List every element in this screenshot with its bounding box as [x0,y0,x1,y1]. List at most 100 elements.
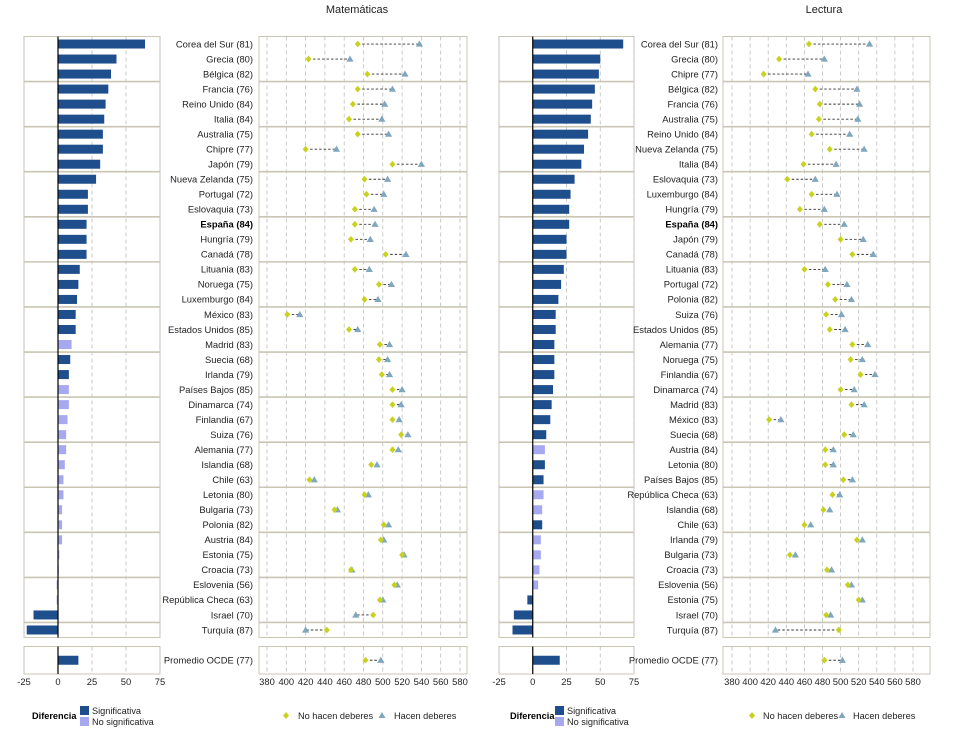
bar-lituania-83 [532,264,564,274]
point-hacen-deberes-mexico-83 [777,416,785,423]
point-hacen-deberes-noruega-75 [858,355,866,363]
category-label-australia-75: Australia (75) [662,113,718,124]
category-label-grecia-80: Grecia (80) [206,53,253,64]
point-no-hacen-deberes-islandia-68 [368,461,375,469]
category-label-paises-bajos-85: Países Bajos (85) [179,384,253,395]
point-hacen-deberes-francia-76 [856,100,864,107]
bar-dinamarca-74 [58,400,69,410]
point-hacen-deberes-letonia-80 [829,461,837,468]
category-label-nueva-zelanda-75: Nueva Zelanda (75) [170,174,253,185]
point-no-hacen-deberes-promedio-ocde-77 [821,656,828,664]
point-hacen-deberes-estados-unidos-85 [354,325,362,333]
category-label-polonia-82: Polonia (82) [202,519,253,530]
plot-frame-average [722,646,931,675]
x-tick-label: 560 [887,676,903,687]
bar-francia-76 [532,99,593,109]
bar-portugal-72 [58,189,88,199]
category-label-promedio-ocde-77: Promedio OCDE (77) [164,655,253,666]
category-label-luxemburgo-84: Luxemburgo (84) [182,294,253,305]
bar-polonia-82 [532,294,559,304]
category-label-turquia-87: Turquía (87) [202,624,253,635]
point-hacen-deberes-portugal-72 [843,280,851,288]
bar-canada-78 [58,249,87,259]
bar-paises-bajos-85 [58,385,69,395]
point-no-hacen-deberes-polonia-82 [380,521,387,529]
bar-francia-76 [58,84,109,94]
category-label-islandia-68: Islandia (68) [201,459,253,470]
point-no-hacen-deberes-irlanda-79 [378,371,385,378]
category-label-alemania-77: Alemania (77) [660,339,718,350]
x-tick-label: 75 [155,676,165,687]
bar-israel-70 [33,610,58,620]
bar-bulgaria-73 [532,550,541,560]
bar-corea-del-sur-81 [58,39,146,49]
point-no-hacen-deberes-croacia-73 [824,566,831,574]
category-label-estados-unidos-85: Estados Unidos (85) [168,324,253,335]
point-hacen-deberes-grecia-80 [346,55,354,62]
x-tick-label: 0 [530,676,535,687]
bar-luxemburgo-84 [532,189,571,199]
point-no-hacen-deberes-israel-70 [370,611,377,619]
point-hacen-deberes-republica-checa-63 [836,491,844,498]
x-tick-label: 420 [298,676,314,687]
point-no-hacen-deberes-suiza-76 [398,431,405,439]
bar-italia-84 [58,114,105,124]
point-no-hacen-deberes-nueva-zelanda-75 [361,175,368,183]
x-tick-label: 520 [851,676,867,687]
x-tick-label: 560 [433,676,449,687]
point-no-hacen-deberes-letonia-80 [822,461,829,469]
point-no-hacen-deberes-australia-75 [354,130,361,138]
point-no-hacen-deberes-finlandia-67 [389,416,396,424]
point-hacen-deberes-promedio-ocde-77 [377,656,385,663]
point-no-hacen-deberes-eslovenia-56 [391,581,398,589]
point-no-hacen-deberes-corea-del-sur-81 [354,40,361,48]
x-tick-label: 460 [336,676,352,687]
point-no-hacen-deberes-belgica-82 [364,70,371,78]
point-hacen-deberes-grecia-80 [820,55,828,62]
bar-japon-79 [58,159,101,169]
point-no-hacen-deberes-chipre-77 [760,70,767,78]
x-tick-label: 0 [55,676,60,687]
bar-mexico-83 [58,309,76,319]
category-label-paises-bajos-85: Países Bajos (85) [644,474,718,485]
bar-grecia-80 [532,54,601,64]
bar-eslovenia-56 [56,580,58,590]
point-no-hacen-deberes-eslovenia-56 [844,581,851,589]
category-label-japon-79: Japón (79) [208,159,253,170]
point-hacen-deberes-belgica-82 [853,85,861,92]
point-hacen-deberes-irlanda-79 [385,370,394,378]
chart-title-matematicas: Matemáticas [326,4,389,16]
point-no-hacen-deberes-israel-70 [823,611,830,619]
x-tick-label: -25 [492,676,506,687]
bar-alemania-77 [532,340,555,350]
point-no-hacen-deberes-noruega-75 [847,356,854,363]
point-no-hacen-deberes-paises-bajos-85 [389,386,396,393]
point-hacen-deberes-hungria-79 [820,205,828,212]
bar-chile-63 [532,520,543,530]
point-no-hacen-deberes-espana-84 [816,220,823,228]
legend-label-no-hacen-deberes: No hacen deberes [298,711,373,721]
point-hacen-deberes-polonia-82 [384,521,393,528]
bar-republica-checa-63 [532,490,544,500]
point-no-hacen-deberes-japon-79 [837,235,844,243]
category-label-lituania-83: Lituania (83) [666,264,718,275]
point-no-hacen-deberes-hungria-79 [796,205,803,213]
category-label-eslovaquia-73: Eslovaquia (73) [188,204,253,215]
legend-swatch-no-significativa [555,717,564,726]
bar-belgica-82 [532,84,595,94]
legend-marker-no-hacen-deberes [283,712,289,719]
point-no-hacen-deberes-suecia-68 [841,431,848,439]
category-label-chile-63: Chile (63) [677,519,718,530]
point-no-hacen-deberes-republica-checa-63 [829,491,836,499]
bar-chipre-77 [58,144,103,154]
category-label-luxemburgo-84: Luxemburgo (84) [647,189,718,200]
bar-alemania-77 [58,445,67,455]
bar-espana-84 [532,219,570,229]
bar-mexico-83 [532,415,551,425]
bar-suecia-68 [532,430,547,440]
bar-islandia-68 [532,505,543,515]
category-label-eslovaquia-73: Eslovaquia (73) [653,174,718,185]
plot-frame [722,36,931,638]
x-tick-label: 25 [87,676,97,687]
legend-label-hacen-deberes: Hacen deberes [394,711,457,721]
